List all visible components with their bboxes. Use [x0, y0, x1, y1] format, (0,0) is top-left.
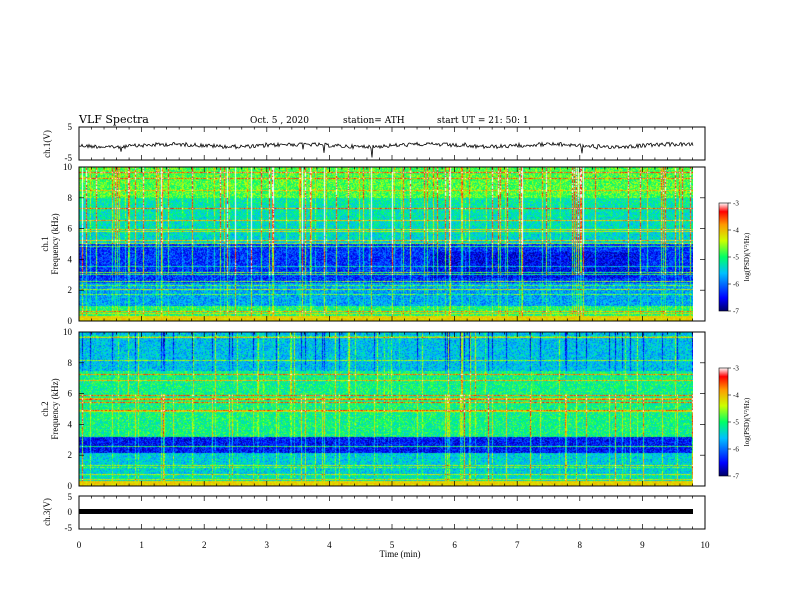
x-tick-label: 9 [640, 540, 645, 550]
x-tick-label: 4 [327, 540, 332, 550]
freq-tick-label: 8 [68, 193, 73, 203]
ch2-spectrogram-panel: 10 8 6 4 2 0 ch.2 Frequency (kHz) [40, 327, 706, 491]
ch1-waveform-panel: 5 -5 ch.1(V) [42, 122, 706, 163]
ch3-ylabel: ch.3(V) [42, 498, 52, 526]
figure-title: VLF Spectra [78, 113, 149, 126]
ch2-spectrogram-image [79, 332, 693, 486]
colorbar-tick-label: -5 [733, 419, 739, 427]
date-label: Oct. 5 , 2020 [250, 116, 309, 126]
ch1-ylabel-channel: ch.1 [40, 236, 50, 251]
freq-tick-label: 0 [68, 481, 73, 491]
x-tick-label: 10 [701, 540, 711, 550]
x-tick-label: 3 [265, 540, 270, 550]
ch1-spectrogram-panel: 10 8 6 4 2 0 ch.1 Frequency (kHz) [40, 162, 706, 326]
time-axis-title: Time (min) [380, 549, 421, 559]
ch2-ylabel-frequency: Frequency (kHz) [50, 378, 60, 439]
start-time-label: start UT = 21: 50: 1 [437, 116, 529, 126]
ch1-spectrogram-image [79, 167, 693, 321]
freq-tick-label: 8 [68, 358, 73, 368]
ch1-colorbar: -3 -4 -5 -6 -7 log(PSD)(V²/Hz) [718, 200, 751, 316]
ch1-ytick-bottom: -5 [65, 153, 73, 163]
colorbar-tick-label: -7 [733, 308, 739, 316]
colorbar-tick-label: -6 [733, 446, 739, 454]
time-axis-ticks [78, 127, 706, 529]
freq-tick-label: 10 [63, 162, 73, 172]
ch1-ytick-top: 5 [68, 122, 73, 132]
x-tick-label: 5 [390, 540, 395, 550]
colorbar-tick-label: -4 [733, 392, 739, 400]
x-tick-label: 0 [77, 540, 82, 550]
freq-tick-label: 2 [68, 285, 73, 295]
x-tick-label: 1 [139, 540, 144, 550]
x-tick-label: 6 [452, 540, 457, 550]
colorbar-tick-label: -4 [733, 227, 739, 235]
freq-tick-label: 6 [68, 389, 73, 399]
ch1-colorbar-bar [718, 202, 729, 312]
ch2-ylabel-channel: ch.2 [40, 401, 50, 416]
ch3-waveform-panel: 5 0 -5 ch.3(V) [42, 492, 706, 533]
colorbar-tick-label: -6 [733, 281, 739, 289]
ch3-ytick-top: 5 [68, 492, 73, 502]
ch2-colorbar-bar [718, 367, 729, 477]
ch3-ytick-bottom: -5 [65, 523, 73, 533]
ch1-colorbar-label: log(PSD)(V²/Hz) [743, 232, 751, 281]
freq-tick-label: 0 [68, 316, 73, 326]
x-tick-label: 7 [515, 540, 520, 550]
ch2-colorbar: -3 -4 -5 -6 -7 log(PSD)(V²/Hz) [718, 365, 751, 481]
freq-tick-label: 2 [68, 450, 73, 460]
ch1-ylabel: ch.1(V) [42, 130, 52, 158]
ch2-colorbar-label: log(PSD)(V²/Hz) [743, 397, 751, 446]
colorbar-tick-label: -7 [733, 473, 739, 481]
time-axis-labels: 0 1 2 3 4 5 6 7 8 9 10 [77, 540, 710, 550]
ch1-trace [79, 141, 694, 158]
station-label: station= ATH [343, 116, 405, 126]
ch3-ytick-middle: 0 [68, 507, 73, 517]
freq-tick-label: 10 [63, 327, 73, 337]
freq-tick-label: 4 [68, 419, 73, 429]
freq-tick-label: 4 [68, 254, 73, 264]
ch3-trace [79, 509, 693, 514]
colorbar-tick-label: -5 [733, 254, 739, 262]
colorbar-tick-label: -3 [733, 365, 739, 373]
x-tick-label: 2 [202, 540, 207, 550]
colorbar-tick-label: -3 [733, 200, 739, 208]
freq-tick-label: 6 [68, 224, 73, 234]
x-tick-label: 8 [578, 540, 583, 550]
ch1-ylabel-frequency: Frequency (kHz) [50, 213, 60, 274]
